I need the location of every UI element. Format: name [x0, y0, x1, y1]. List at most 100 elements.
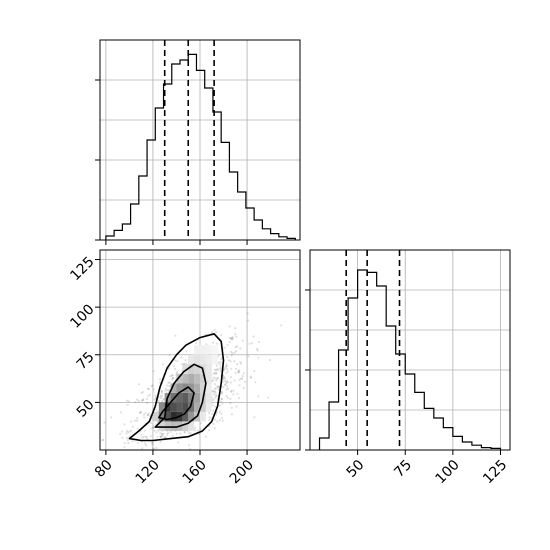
right-histogram-ticks: 50 75 100 125	[305, 289, 510, 487]
scatter-point	[212, 422, 215, 425]
scatter-point	[237, 371, 240, 374]
scatter-point	[210, 331, 214, 334]
scatter-point	[196, 429, 199, 432]
scatter-point	[215, 364, 218, 367]
scatter-point	[195, 341, 198, 344]
scatter-point	[225, 394, 228, 398]
x-tick-label: 75	[391, 457, 415, 481]
scatter-point	[142, 413, 145, 416]
scatter-point	[174, 359, 177, 362]
heatmap-cell	[188, 373, 195, 384]
heatmap-cell	[194, 345, 200, 355]
scatter-point	[214, 387, 218, 390]
scatter-point	[208, 429, 211, 432]
heatmap-cell	[205, 392, 212, 403]
scatter-point	[121, 436, 124, 439]
scatter-point	[280, 324, 283, 327]
scatter-point	[221, 380, 224, 383]
scatter-point	[159, 395, 162, 398]
scatter-point	[208, 416, 211, 419]
scatter-point	[161, 363, 164, 366]
scatter-point	[213, 368, 216, 371]
scatter-point	[226, 355, 229, 359]
scatter-point	[230, 350, 233, 353]
scatter-point	[177, 441, 180, 444]
scatter-point	[158, 378, 162, 381]
scatter-point	[184, 359, 187, 362]
scatter-point	[138, 411, 141, 414]
scatter-point	[199, 422, 202, 425]
right-histogram-quantile-lines	[345, 250, 401, 450]
top-histogram-frame	[99, 39, 301, 241]
scatter-point	[235, 367, 238, 370]
scatter-point	[135, 398, 138, 401]
scatter-point	[171, 378, 174, 381]
scatter-point	[218, 410, 221, 413]
scatter-point	[227, 387, 230, 390]
scatter-point	[241, 377, 244, 380]
heatmap-cell	[170, 421, 177, 431]
scatter-point	[221, 419, 224, 422]
scatter-point	[220, 400, 223, 403]
scatter-point	[156, 401, 159, 404]
scatter-point	[222, 378, 225, 381]
scatter-point	[193, 426, 197, 429]
heatmap-cell	[182, 392, 189, 403]
heatmap-cell	[158, 421, 165, 431]
scatter-point	[220, 365, 223, 368]
scatter-point	[123, 423, 126, 426]
heatmap-cell	[188, 392, 195, 403]
scatter-point	[155, 446, 158, 450]
scatter-point	[215, 371, 218, 375]
scatter-point	[205, 435, 208, 438]
scatter-point	[150, 441, 153, 444]
scatter-point	[242, 372, 245, 375]
scatter-point	[143, 429, 146, 432]
scatter-point	[233, 379, 236, 382]
scatter-point	[225, 363, 228, 366]
scatter-point	[223, 383, 227, 386]
heatmap-cell	[188, 364, 195, 374]
scatter-point	[216, 386, 219, 389]
scatter-point	[147, 387, 151, 390]
scatter-point	[230, 390, 233, 393]
scatter-point	[236, 363, 239, 366]
scatter-point	[226, 367, 229, 370]
scatter-point	[140, 391, 143, 395]
scatter-point	[228, 336, 231, 340]
scatter-point	[147, 412, 150, 415]
scatter-point	[211, 378, 214, 382]
scatter-point	[219, 404, 222, 407]
heatmap-cell	[194, 373, 200, 384]
scatter-point	[137, 400, 140, 403]
scatter-point	[161, 399, 164, 402]
scatter-point	[144, 412, 147, 415]
scatter-point	[214, 372, 217, 375]
scatter-point	[223, 368, 226, 371]
scatter-point	[218, 367, 221, 370]
contour-level-1	[128, 333, 225, 442]
scatter-point	[146, 414, 149, 417]
scatter-point	[156, 436, 159, 439]
scatter-point	[133, 419, 136, 422]
scatter-point	[212, 404, 215, 407]
scatter-point	[127, 442, 130, 445]
heatmap-cell	[188, 421, 195, 431]
scatter-point	[212, 398, 215, 401]
scatter-point	[144, 442, 147, 445]
scatter-point	[159, 435, 162, 438]
heatmap-cell	[176, 383, 183, 393]
heatmap-cell	[205, 345, 212, 355]
scatter-point	[216, 420, 219, 423]
heatmap-cell	[182, 402, 189, 412]
scatter-point	[168, 375, 172, 378]
scatter-point	[161, 433, 164, 436]
scatter-point	[168, 385, 171, 388]
scatter-point	[234, 327, 237, 330]
scatter-point	[223, 367, 226, 370]
right-histogram-steps	[318, 269, 502, 450]
scatter-point	[213, 387, 216, 390]
scatter-point	[216, 342, 219, 345]
scatter-point	[159, 432, 162, 435]
scatter-point	[229, 360, 232, 363]
